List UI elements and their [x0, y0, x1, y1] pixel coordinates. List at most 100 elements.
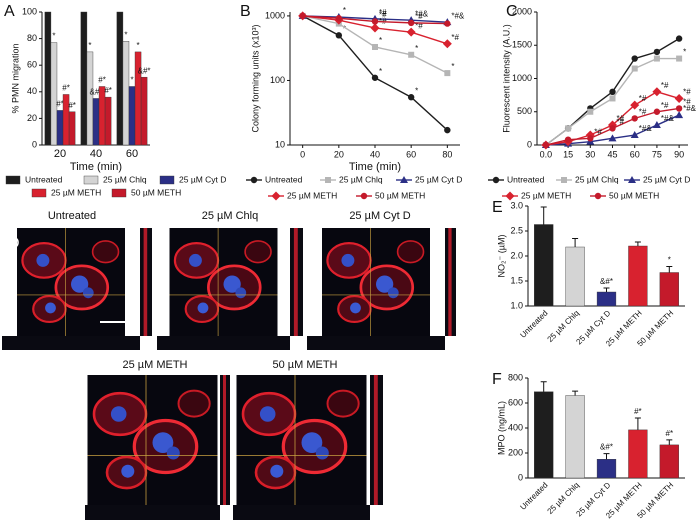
- legend-swatch: [31, 188, 47, 198]
- y-tick-label: 2.5: [510, 225, 523, 235]
- y-axis-label: % PMN migration: [10, 43, 20, 113]
- point: [630, 100, 640, 110]
- legend-label: 50 µM METH: [131, 187, 181, 197]
- y-tick-label: 2000: [512, 6, 532, 16]
- legend-label: 25 µM METH: [51, 187, 101, 197]
- legend-label: Untreated: [25, 174, 63, 184]
- point: [371, 74, 379, 81]
- bar: [104, 96, 112, 146]
- point: [675, 105, 683, 112]
- y-tick-label: 0: [527, 139, 532, 149]
- microscopy-panel: D Untreated 25 µM Chlq 25 µM Cyt D 25 µM…: [2, 210, 456, 520]
- point: [675, 35, 683, 42]
- error-bar: [634, 241, 641, 246]
- bar: [659, 272, 679, 307]
- error-bar: [666, 439, 673, 445]
- significance-marker: *#: [379, 11, 387, 20]
- y-tick-label: 400: [508, 422, 523, 432]
- significance-marker: *: [343, 6, 346, 15]
- x-axis-label: Time (min): [70, 161, 122, 173]
- point: [565, 125, 572, 132]
- image-strip: [290, 228, 303, 336]
- error-bar: [540, 206, 547, 225]
- significance-marker: &#*: [600, 443, 613, 452]
- error-bar: [572, 238, 579, 247]
- legend-swatch: [5, 175, 21, 185]
- significance-marker: #*: [634, 407, 642, 416]
- significance-marker: *: [343, 24, 346, 33]
- image-strip: [140, 228, 152, 336]
- error-bar: [666, 266, 673, 273]
- y-tick-label: 1.5: [510, 275, 523, 285]
- significance-marker: *#&: [661, 114, 675, 123]
- bar: [565, 246, 585, 307]
- legend-marker: [594, 192, 602, 200]
- image: [15, 228, 127, 336]
- point: [609, 88, 616, 96]
- point: [631, 65, 638, 72]
- y-tick-label: 0: [32, 139, 37, 149]
- image: [167, 228, 280, 336]
- x-tick-label: 80: [442, 149, 452, 159]
- y-tick-label: 80: [27, 33, 37, 43]
- legend-label: 25 µM Chlq: [103, 174, 147, 184]
- point: [371, 18, 379, 25]
- point: [442, 39, 452, 49]
- legend-marker: [492, 176, 500, 184]
- significance-marker: *: [136, 41, 139, 50]
- significance-marker: *: [379, 67, 382, 76]
- point: [444, 20, 451, 27]
- bar: [565, 395, 585, 479]
- bar: [534, 224, 554, 307]
- significance-marker: &#*: [138, 66, 151, 75]
- y-tick-label: 600: [508, 397, 523, 407]
- image: [85, 375, 220, 505]
- panel-label: D: [8, 235, 20, 252]
- legend-swatch: [111, 188, 127, 198]
- bar: [116, 11, 124, 146]
- significance-marker: *: [668, 256, 671, 265]
- image: [234, 375, 369, 505]
- y-tick-label: 60: [27, 60, 37, 70]
- bar: [122, 41, 130, 146]
- significance-marker: *#: [617, 117, 625, 126]
- legend-marker: [250, 176, 258, 184]
- legend-swatch: [83, 175, 99, 185]
- point: [631, 115, 638, 122]
- significance-marker: #*: [56, 100, 64, 109]
- point: [609, 125, 616, 132]
- bar: [98, 86, 106, 146]
- y-tick-label: 1000: [512, 73, 532, 83]
- x-axis-label: Time (min): [349, 161, 401, 173]
- point: [564, 136, 572, 143]
- point: [674, 93, 684, 103]
- point: [407, 94, 415, 101]
- image-strip: [233, 505, 370, 520]
- y-tick-label: 40: [27, 86, 37, 96]
- significance-marker: *#: [415, 12, 423, 21]
- line: [545, 57, 680, 146]
- significance-marker: #*: [98, 76, 106, 85]
- x-tick-label: 40: [90, 148, 102, 160]
- x-tick-label: 15: [563, 149, 573, 159]
- image-strip: [85, 505, 220, 520]
- legend-label: 25 µM METH: [521, 190, 571, 200]
- image-strip: [157, 336, 290, 350]
- significance-marker: #*: [62, 84, 70, 93]
- image-strip: [2, 336, 140, 350]
- bar: [659, 444, 679, 479]
- point: [406, 27, 416, 37]
- legend-label: 50 µM METH: [609, 190, 659, 200]
- legend-marker: [271, 191, 281, 201]
- bar: [86, 51, 94, 146]
- image-label: 25 µM METH: [122, 359, 187, 371]
- point: [653, 48, 661, 56]
- y-axis-label: Colony forming units (x10³): [250, 24, 260, 132]
- x-tick-label: 60: [126, 148, 138, 160]
- point: [335, 15, 343, 22]
- panel-label: B: [240, 3, 251, 20]
- significance-marker: *#: [451, 33, 459, 42]
- point: [631, 55, 638, 62]
- bar: [128, 86, 136, 146]
